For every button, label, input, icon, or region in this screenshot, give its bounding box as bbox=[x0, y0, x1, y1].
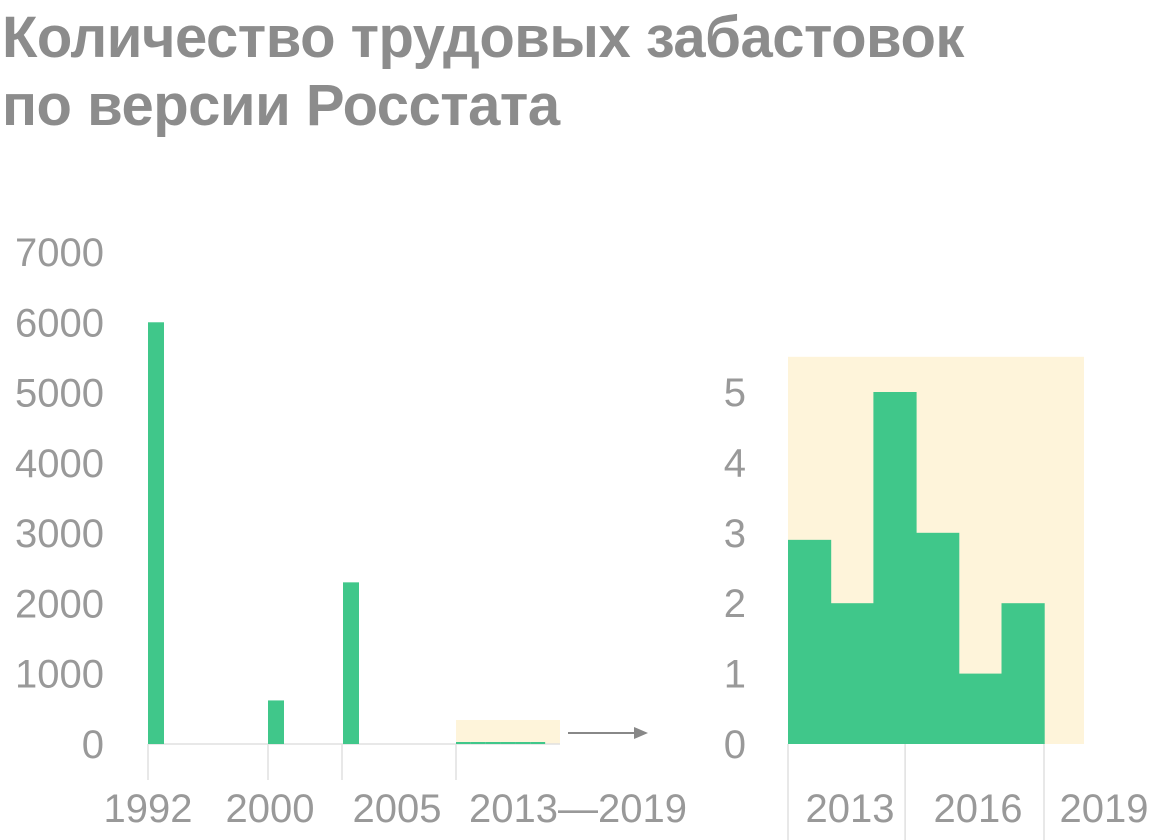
bar-2000 bbox=[268, 700, 284, 744]
bar-2015 bbox=[485, 742, 501, 744]
zoom-x-tick-label: 2013 bbox=[806, 787, 895, 831]
bar-2018 bbox=[530, 742, 546, 744]
zoom-y-tick-label: 3 bbox=[724, 512, 746, 556]
x-tick-label: 2005 bbox=[353, 787, 442, 831]
highlight-region bbox=[456, 720, 560, 744]
main-chart: 0 1000 2000 3000 4000 5000 6000 7000 1992 2000 200… bbox=[15, 231, 687, 831]
zoom-y-tick-label: 0 bbox=[724, 723, 746, 767]
zoom-bar-2013 bbox=[788, 539, 832, 744]
y-tick-label: 0 bbox=[82, 723, 104, 767]
bar-2013 bbox=[456, 742, 471, 744]
x-tick-label: 1992 bbox=[104, 787, 193, 831]
x-tick-label: 2000 bbox=[226, 787, 315, 831]
bar-2014 bbox=[470, 742, 486, 744]
bar-1992 bbox=[148, 322, 164, 744]
zoom-y-tick-label: 2 bbox=[724, 582, 746, 626]
zoom-bar-2016 bbox=[916, 532, 960, 744]
y-tick-label: 1000 bbox=[15, 653, 104, 697]
y-tick-label: 5000 bbox=[15, 372, 104, 416]
chart-title-line-2: по версии Росстата bbox=[2, 73, 560, 138]
y-tick-label: 4000 bbox=[15, 442, 104, 486]
zoom-bar-2015 bbox=[873, 392, 917, 744]
chart-title: Количество трудовых забастовок по версии… bbox=[2, 4, 1152, 140]
bar-2016 bbox=[500, 742, 516, 744]
y-tick-label: 2000 bbox=[15, 582, 104, 626]
zoom-bar-2018 bbox=[1001, 603, 1045, 744]
zoom-x-tick-label: 2016 bbox=[934, 787, 1023, 831]
y-tick-label: 6000 bbox=[15, 301, 104, 345]
chart-title-line-1: Количество трудовых забастовок bbox=[2, 5, 964, 70]
zoom-y-tick-label: 5 bbox=[724, 371, 746, 415]
bar-2017 bbox=[515, 742, 531, 744]
x-tick-label: 2013—2019 bbox=[469, 787, 687, 831]
zoom-bar-2017 bbox=[958, 673, 1002, 744]
y-tick-label: 7000 bbox=[15, 231, 104, 275]
zoom-connector bbox=[568, 727, 648, 739]
zoom-x-tick-label: 2019 bbox=[1060, 787, 1149, 831]
zoom-y-tick-label: 4 bbox=[724, 441, 746, 485]
zoom-bar-2014 bbox=[830, 603, 874, 744]
zoom-chart: 0 1 2 3 4 5 2013 2016 2019 bbox=[724, 356, 1149, 840]
zoom-y-tick-label: 1 bbox=[724, 653, 746, 697]
bar-2005 bbox=[343, 582, 359, 744]
y-tick-label: 3000 bbox=[15, 512, 104, 556]
arrow-head-icon bbox=[634, 727, 648, 739]
